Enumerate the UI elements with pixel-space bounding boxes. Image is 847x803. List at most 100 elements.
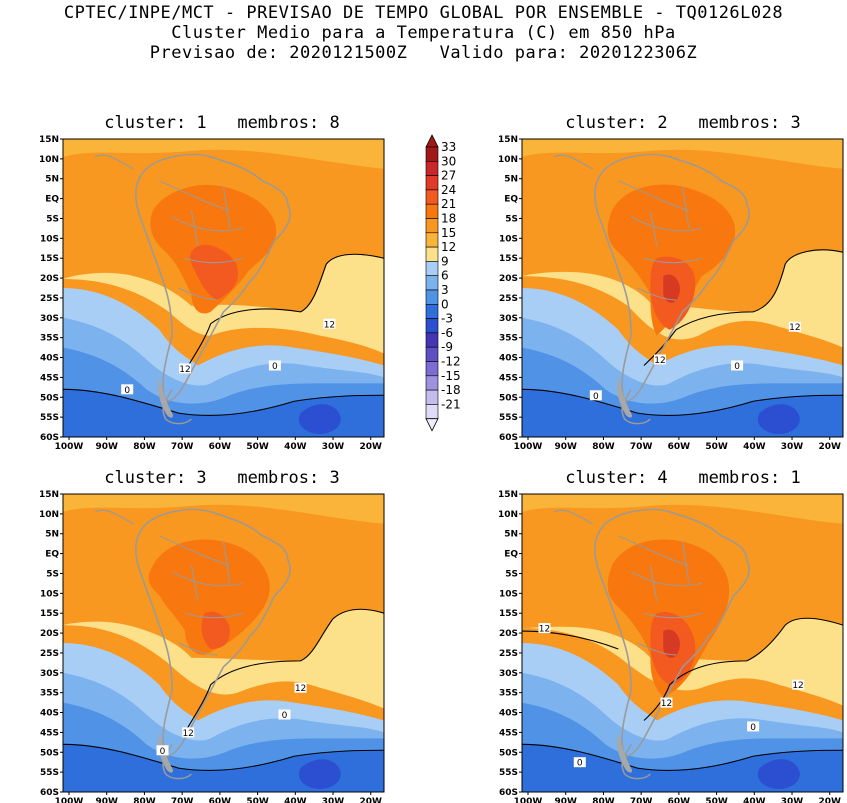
- lat-tick-label: 50S: [40, 393, 59, 403]
- lon-tick-label: 20W: [819, 442, 842, 452]
- lon-tick-label: 50W: [246, 797, 269, 803]
- colorbar-swatch: [425, 318, 439, 334]
- coastline-south-america: [594, 153, 751, 402]
- chile-archipelago: [158, 377, 174, 418]
- lat-tick-label: 5S: [505, 214, 518, 224]
- lat-tick-label: 10S: [499, 589, 518, 599]
- lon-tick-label: 90W: [95, 797, 118, 803]
- colorbar-swatch: [425, 189, 439, 205]
- lon-tick-label: 90W: [95, 442, 118, 452]
- lat-tick-label: 10S: [499, 234, 518, 244]
- coastline-south-america: [135, 153, 292, 402]
- colorbar-tick-label: -6: [441, 326, 453, 340]
- field-dark-orange-core: [148, 539, 270, 655]
- colorbar-tick-label: 15: [441, 226, 456, 240]
- field-deep-blue-spot: [757, 759, 800, 790]
- lat-tick-label: EQ: [45, 550, 59, 560]
- contour-label-box: [121, 384, 134, 395]
- lat-tick-label: 5N: [45, 175, 59, 185]
- main-title-line-1: CPTEC/INPE/MCT - PREVISAO DE TEMPO GLOBA…: [63, 3, 784, 23]
- contour-label-box: [294, 682, 307, 693]
- lon-tick-label: 90W: [554, 442, 577, 452]
- colorbar-swatch: [425, 332, 439, 348]
- panel-title-cluster-4: cluster: 4 membros: 1: [565, 468, 801, 488]
- contour-label: 0: [282, 711, 288, 721]
- colorbar-swatch: [425, 275, 439, 291]
- lat-tick-label: 15S: [499, 254, 518, 264]
- field-yellow-band: [522, 249, 843, 348]
- lat-tick-label: 10N: [498, 510, 518, 520]
- colorbar-swatch: [425, 261, 439, 276]
- lon-tick-label: 30W: [781, 442, 804, 452]
- contour-label: 12: [182, 729, 193, 739]
- colorbar-swatch: [425, 218, 439, 234]
- colorbar-swatch: [425, 289, 439, 305]
- lon-tick-label: 20W: [360, 442, 383, 452]
- colorbar-tick-label: -21: [441, 397, 461, 411]
- lat-tick-label: 40S: [499, 354, 518, 364]
- colorbar-tick-label: 6: [441, 269, 449, 283]
- contour-12-line-west: [522, 630, 619, 650]
- field-red-hot-spot: [190, 244, 239, 300]
- lat-tick-label: 35S: [499, 334, 518, 344]
- lat-tick-label: 10N: [39, 155, 59, 165]
- lon-tick-label: 40W: [284, 797, 307, 803]
- lat-tick-label: 45S: [499, 373, 518, 383]
- lon-tick-label: 40W: [284, 442, 307, 452]
- contour-label-box: [268, 360, 281, 371]
- coastline-central-america: [553, 509, 593, 525]
- lat-tick-label: 60S: [40, 788, 59, 798]
- colorbar-swatch: [425, 389, 439, 405]
- lon-tick-label: 60W: [668, 797, 691, 803]
- lat-tick-label: 60S: [499, 788, 518, 798]
- coastline-tierra-del-fuego: [162, 388, 192, 425]
- lon-tick-label: 90W: [554, 797, 577, 803]
- lat-tick-label: 50S: [499, 748, 518, 758]
- chile-archipelago: [158, 732, 174, 773]
- colorbar-tick-label: -15: [441, 369, 461, 383]
- lat-tick-label: 10N: [39, 510, 59, 520]
- colorbar-swatch: [425, 346, 439, 362]
- lat-tick-label: 40S: [40, 354, 59, 364]
- lat-tick-label: 10S: [40, 589, 59, 599]
- lon-tick-label: 60W: [668, 442, 691, 452]
- lon-tick-label: 100W: [514, 797, 543, 803]
- lon-tick-label: 70W: [630, 797, 653, 803]
- contour-label-box: [589, 390, 602, 401]
- colorbar-tick-label: 33: [441, 140, 456, 154]
- lat-tick-label: 60S: [499, 433, 518, 443]
- lat-tick-label: 15N: [39, 490, 59, 500]
- lat-tick-label: 35S: [40, 689, 59, 699]
- lat-tick-label: 15N: [498, 135, 518, 145]
- lon-tick-label: 100W: [55, 797, 84, 803]
- colorbar-swatch: [425, 375, 439, 391]
- colorbar-tick-label: -12: [441, 355, 461, 369]
- coastline-tierra-del-fuego: [621, 743, 651, 780]
- lat-tick-label: 30S: [40, 669, 59, 679]
- contour-label-box: [323, 318, 336, 329]
- lat-tick-label: 30S: [499, 669, 518, 679]
- map-frame: [521, 493, 844, 793]
- lat-tick-label: 10N: [498, 155, 518, 165]
- lat-tick-label: 5S: [505, 569, 518, 579]
- contour-label: 0: [272, 362, 278, 372]
- panel-title-cluster-2: cluster: 2 membros: 3: [565, 113, 801, 133]
- colorbar-swatch: [425, 303, 439, 319]
- lat-tick-label: 25S: [40, 649, 59, 659]
- colorbar-top-arrow: [425, 134, 439, 148]
- lon-tick-label: 40W: [743, 797, 766, 803]
- colorbar-swatch: [425, 146, 439, 162]
- lat-tick-label: 55S: [40, 768, 59, 778]
- contour-label: 0: [577, 759, 583, 769]
- contour-label: 0: [124, 386, 130, 396]
- lat-tick-label: 60S: [40, 433, 59, 443]
- field-deep-blue-spot: [298, 404, 341, 435]
- coastline-south-america: [135, 508, 292, 757]
- colorbar-tick-label: -3: [441, 312, 453, 326]
- field-light-orange: [63, 494, 384, 524]
- lat-tick-label: 15N: [39, 135, 59, 145]
- lat-tick-label: 30S: [499, 314, 518, 324]
